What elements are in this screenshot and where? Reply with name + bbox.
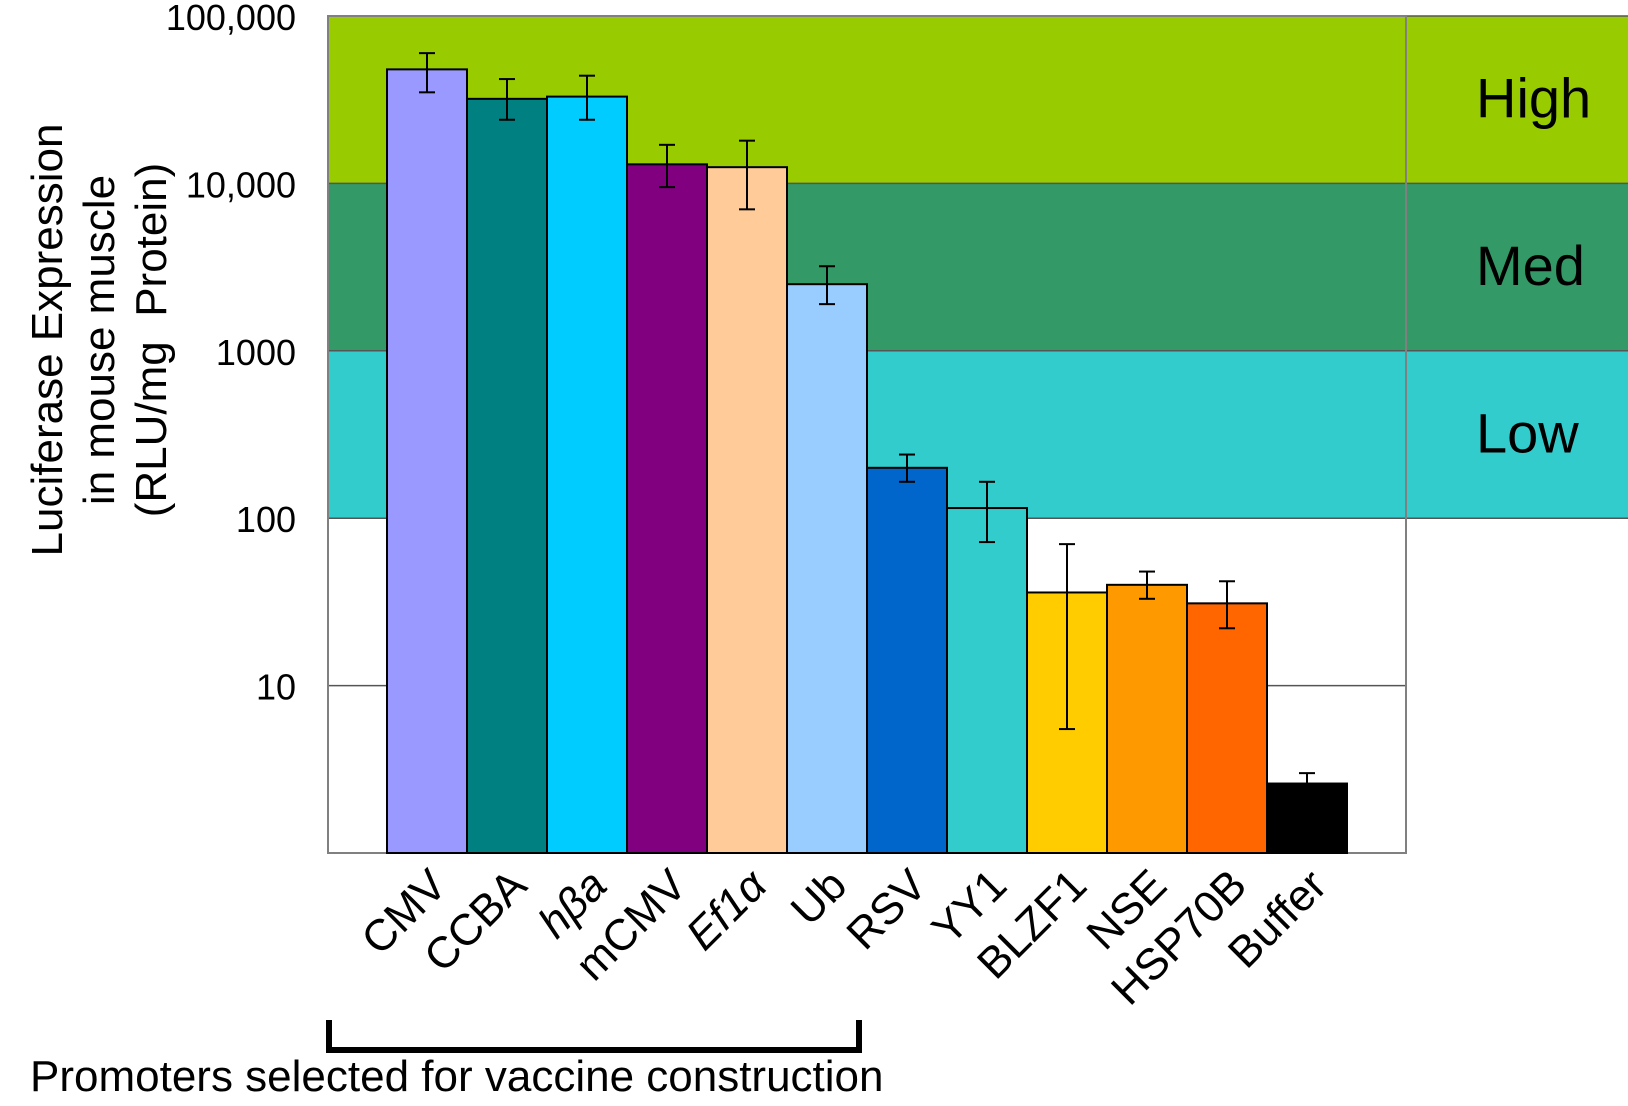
outside-mask <box>1407 519 1628 864</box>
y-axis-label-line-3: (RLU/mg Protein) <box>127 162 176 518</box>
y-tick-label: 1000 <box>216 332 296 373</box>
band-label-low: Low <box>1476 402 1579 465</box>
band-label-med: Med <box>1476 234 1585 297</box>
y-axis-label-line-1: Luciferase Expression <box>23 123 72 557</box>
bar <box>466 97 548 854</box>
x-tick-label: Ef1α <box>677 859 777 959</box>
bracket <box>326 1020 862 1053</box>
bar <box>706 166 788 855</box>
y-tick-label: 10 <box>256 667 296 708</box>
bar <box>786 283 868 855</box>
y-axis-label-line-2: in mouse muscle <box>75 174 124 506</box>
bracket-caption: Promoters selected for vaccine construct… <box>30 1052 884 1101</box>
y-axis-label: Luciferase Expression in mouse muscle (R… <box>22 0 212 690</box>
bar <box>1266 782 1348 854</box>
band-label-high: High <box>1476 67 1591 130</box>
x-tick-label: RSV <box>837 860 936 959</box>
y-tick-label: 10,000 <box>186 164 296 205</box>
bar <box>546 95 628 854</box>
bar <box>1186 602 1268 855</box>
bar <box>626 163 708 855</box>
bar <box>1106 583 1188 855</box>
y-tick-label: 100,000 <box>166 0 296 38</box>
bar <box>386 68 468 854</box>
y-tick-label: 100 <box>236 499 296 540</box>
bar <box>946 507 1028 854</box>
bar <box>866 466 948 854</box>
